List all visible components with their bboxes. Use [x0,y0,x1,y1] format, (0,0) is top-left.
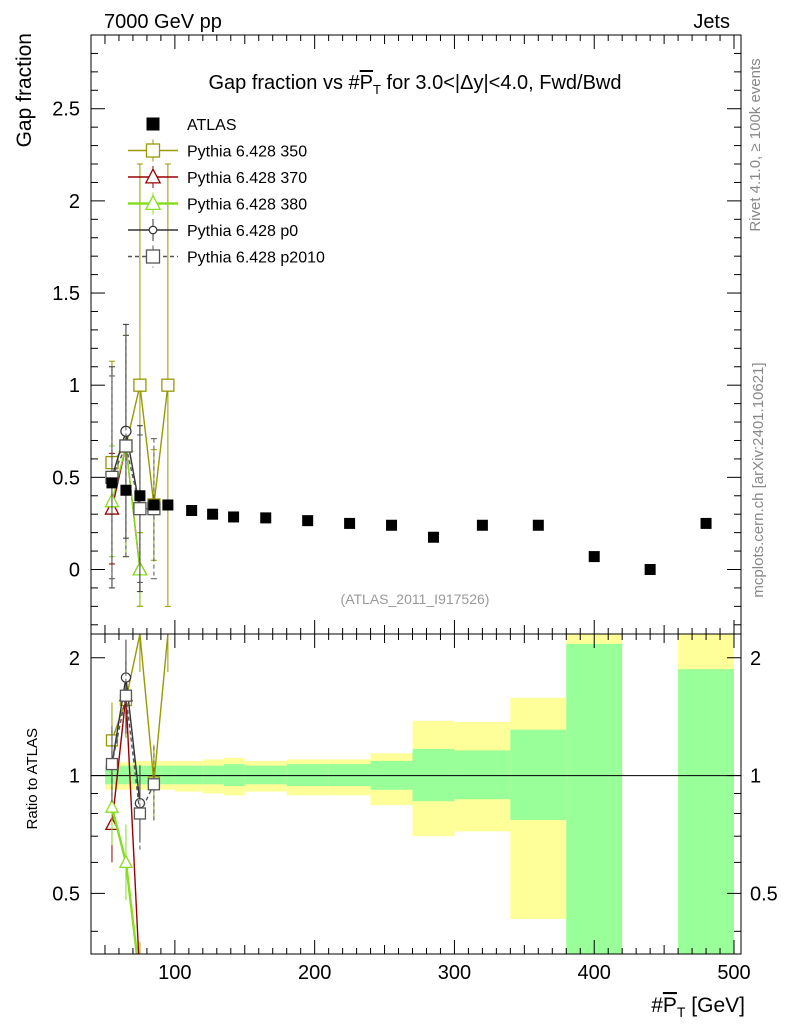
y-tick-label: 0.5 [52,467,80,489]
series-0-point [161,378,175,392]
plot-title: Gap fraction vs #PT for 3.0<|Δy|<4.0, Fw… [208,72,621,97]
ratio-band-68-4 [160,765,175,785]
analysis-watermark: (ATLAS_2011_I917526) [341,591,490,607]
legend-marker-1 [145,143,161,158]
series-4-ratio-point [119,689,133,702]
header-jets: Jets [693,11,730,33]
atlas-point [186,505,198,517]
series-4-ratio-point [147,778,161,791]
ratio-band-68-13 [454,750,511,800]
legend-marker-0 [146,117,160,131]
atlas-point [260,512,272,524]
atlas-point [228,511,240,523]
legend-marker-5 [145,249,161,264]
ratio-band-68-5 [174,765,203,785]
ratio-band-68-6 [202,765,224,785]
series-0-ratio-line [111,634,169,783]
plot-title-var: P [360,72,373,94]
ratio-band-68-12 [412,748,455,802]
x-axis-label-pre: # [651,994,663,1017]
series-4-line [111,443,154,510]
x-axis-label-post: [GeV] [685,994,745,1017]
atlas-point [644,563,656,575]
legend-label-1: Pythia 6.428 350 [187,144,307,161]
atlas-point [386,519,398,531]
x-axis-label: #PT [GeV] [651,994,745,1020]
x-tick-label: 300 [438,962,471,984]
ratio-band-68-15 [566,643,623,954]
atlas-point [207,508,219,520]
legend: ATLAS Pythia 6.428 350 Pythia 6.428 370 Pyt… [128,117,325,268]
x-tick-label: 500 [717,962,750,984]
series-4-ratio-line [111,695,155,816]
y-tick-label: 0 [69,559,80,581]
x-axis-label-var: P [663,994,677,1017]
legend-label-5: Pythia 6.428 p2010 [187,250,325,267]
atlas-point [700,517,712,529]
y-tick-label: 1 [69,375,80,397]
header-energy: 7000 GeV pp [104,11,222,33]
legend-marker-4 [148,225,158,235]
atlas-point [148,499,160,511]
series-2-ratio-point [118,854,134,868]
series-4-point [119,439,133,453]
atlas-point [162,499,174,511]
plot-title-sub: T [373,82,381,97]
ratio-y-tick-label-right: 1 [750,766,761,788]
y-tick-label: 2 [69,191,80,213]
atlas-point [532,519,544,531]
ratio-y-tick-label-right: 2 [750,648,761,670]
ratio-y-tick-label: 1 [69,766,80,788]
legend-label-2: Pythia 6.428 370 [187,170,307,187]
ratio-band-68-16 [678,669,735,954]
y-tick-label: 2.5 [52,99,80,121]
legend-marker-3 [144,194,162,211]
ratio-band-68-8 [244,765,287,785]
rivet-version-label: Rivet 4.1.0, ≥ 100k events [747,58,764,231]
series-4-ratio-point [105,757,119,771]
atlas-point [120,484,132,496]
plot-title-post: for 3.0<|Δy|<4.0, Fwd/Bwd [381,72,622,94]
x-axis-label-sub: T [677,1004,686,1020]
atlas-point [427,531,439,543]
legend-label-4: Pythia 6.428 p0 [187,223,298,240]
x-tick-label: 400 [578,962,611,984]
plot-title-pre: Gap fraction vs # [208,72,360,94]
mcplots-label: mcplots.cern.ch [arXiv:2401.10621] [750,362,767,597]
ratio-y-tick-label: 2 [69,648,80,670]
x-tick-label: 100 [158,962,191,984]
series-0-point [133,378,147,392]
x-tick-label: 200 [298,962,331,984]
atlas-point [134,490,146,502]
ratio-y-tick-label-right: 0.5 [750,883,778,905]
series-4-ratio-point [133,807,147,820]
atlas-point [106,477,118,489]
series-2-ratio-point [104,799,120,813]
atlas-point [302,515,314,527]
series-4-point [133,502,147,516]
ratio-frame [90,633,742,955]
ratio-band-68-14 [510,729,567,820]
main-panel: 0 0.5 1 1.5 2 2.5 [52,34,742,635]
ratio-y-tick-label: 0.5 [52,883,80,905]
legend-marker-2 [144,167,162,184]
atlas-point [476,519,488,531]
legend-label-0: ATLAS [187,117,237,134]
legend-label-3: Pythia 6.428 380 [187,197,307,214]
atlas-point [344,517,356,529]
ratio-y-axis-label: Ratio to ATLAS [24,728,41,829]
ratio-panel: 100 200 300 400 500 0.5 0.5 1 1 2 2 [52,633,778,984]
y-tick-label: 1.5 [52,283,80,305]
atlas-point [588,551,600,563]
y-axis-label: Gap fraction [13,33,36,147]
